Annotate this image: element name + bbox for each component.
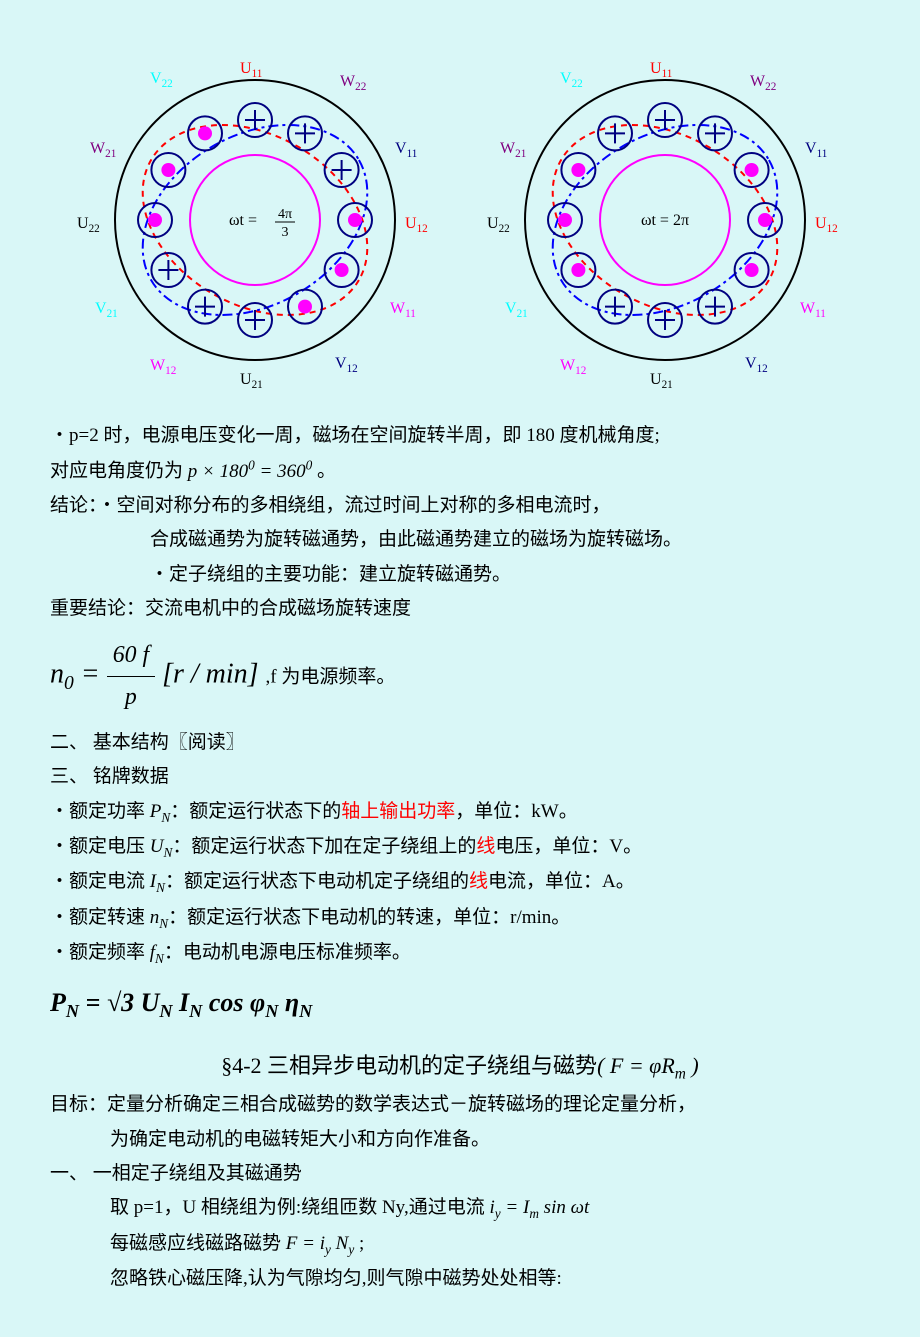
winding-label-W21: W21 — [500, 135, 526, 164]
rated-current: ・额定电流 IN：额定运行状态下电动机定子绕组的线电流，单位：A。 — [50, 866, 870, 899]
para-p2-intro: ・p=2 时，电源电压变化一周，磁场在空间旋转半周，即 180 度机械角度; — [50, 420, 870, 452]
para-section-3: 三、 铭牌数据 — [50, 761, 870, 793]
svg-text:4π: 4π — [278, 207, 292, 222]
winding-label-W11: W11 — [800, 295, 826, 324]
winding-label-W22: W22 — [340, 68, 366, 97]
winding-label-V21: V21 — [505, 295, 528, 324]
winding-label-V22: V22 — [560, 65, 583, 94]
formula-n0: n0 = 60 fp [r / min] ,f 为电源频率。 — [50, 635, 870, 717]
winding-label-U11: U11 — [240, 55, 262, 84]
winding-label-W12: W12 — [150, 352, 176, 381]
para-important-conclusion: 重要结论：交流电机中的合成磁场旋转速度 — [50, 593, 870, 625]
para-neglect-iron: 忽略铁心磁压降,认为气隙均匀,则气隙中磁势处处相等: — [50, 1263, 870, 1295]
svg-text:3: 3 — [282, 225, 289, 240]
para-one-phase-heading: 一、 一相定子绕组及其磁通势 — [50, 1158, 870, 1190]
motor-diagram-left: ωt = 4π 3 U11 U12 U21 U22 V11 V12 V21 V22 W11 W12 W21… — [75, 40, 435, 400]
section-4-2-title: §4-2 三相异步电动机的定子绕组与磁势( F = φRm ) — [50, 1047, 870, 1088]
winding-label-U22: U22 — [77, 210, 100, 239]
para-conclusion-1: 结论：・空间对称分布的多相绕组，流过时间上对称的多相电流时， — [50, 490, 870, 522]
winding-label-U12: U12 — [815, 210, 838, 239]
rated-speed: ・额定转速 nN：额定运行状态下电动机的转速，单位：r/min。 — [50, 902, 870, 935]
winding-label-V11: V11 — [395, 135, 417, 164]
para-goal-2: 为确定电动机的电磁转矩大小和方向作准备。 — [50, 1124, 870, 1156]
winding-label-W11: W11 — [390, 295, 416, 324]
para-p2-angle: 对应电角度仍为 p × 1800 = 3600 。 — [50, 454, 870, 488]
winding-label-V11: V11 — [805, 135, 827, 164]
svg-text:ωt =: ωt = — [229, 212, 257, 229]
winding-label-U12: U12 — [405, 210, 428, 239]
para-section-2: 二、 基本结构〖阅读〗 — [50, 727, 870, 759]
para-mmf: 每磁感应线磁路磁势 F = iy Ny ; — [50, 1228, 870, 1261]
diagrams-row: ωt = 4π 3 U11 U12 U21 U22 V11 V12 V21 V22 W11 W12 W21… — [50, 40, 870, 400]
rated-power: ・额定功率 PN：额定运行状态下的轴上输出功率，单位：kW。 — [50, 796, 870, 829]
formula-pn: PN = √3 UN IN cos φN ηN — [50, 981, 870, 1027]
winding-label-W12: W12 — [560, 352, 586, 381]
winding-label-W21: W21 — [90, 135, 116, 164]
rated-frequency: ・额定频率 fN：电动机电源电压标准频率。 — [50, 937, 870, 970]
svg-text:ωt = 2π: ωt = 2π — [641, 212, 689, 229]
winding-label-U11: U11 — [650, 55, 672, 84]
winding-label-U21: U21 — [240, 366, 263, 395]
winding-label-U22: U22 — [487, 210, 510, 239]
motor-diagram-right: ωt = 2π U11 U12 U21 U22 V11 V12 V21 V22 W11 W12 W21… — [485, 40, 845, 400]
para-conclusion-2: 合成磁通势为旋转磁通势，由此磁通势建立的磁场为旋转磁场。 — [50, 524, 870, 556]
winding-label-W22: W22 — [750, 68, 776, 97]
para-goal-1: 目标：定量分析确定三相合成磁势的数学表达式－旋转磁场的理论定量分析， — [50, 1089, 870, 1121]
rated-voltage: ・额定电压 UN：额定运行状态下加在定子绕组上的线电压，单位：V。 — [50, 831, 870, 864]
winding-label-V21: V21 — [95, 295, 118, 324]
para-conclusion-3: ・定子绕组的主要功能：建立旋转磁通势。 — [50, 559, 870, 591]
winding-label-V22: V22 — [150, 65, 173, 94]
winding-label-V12: V12 — [745, 350, 768, 379]
para-take-p1: 取 p=1，U 相绕组为例:绕组匝数 Ny,通过电流 iy = Im sin ω… — [50, 1192, 870, 1225]
winding-label-V12: V12 — [335, 350, 358, 379]
winding-label-U21: U21 — [650, 366, 673, 395]
